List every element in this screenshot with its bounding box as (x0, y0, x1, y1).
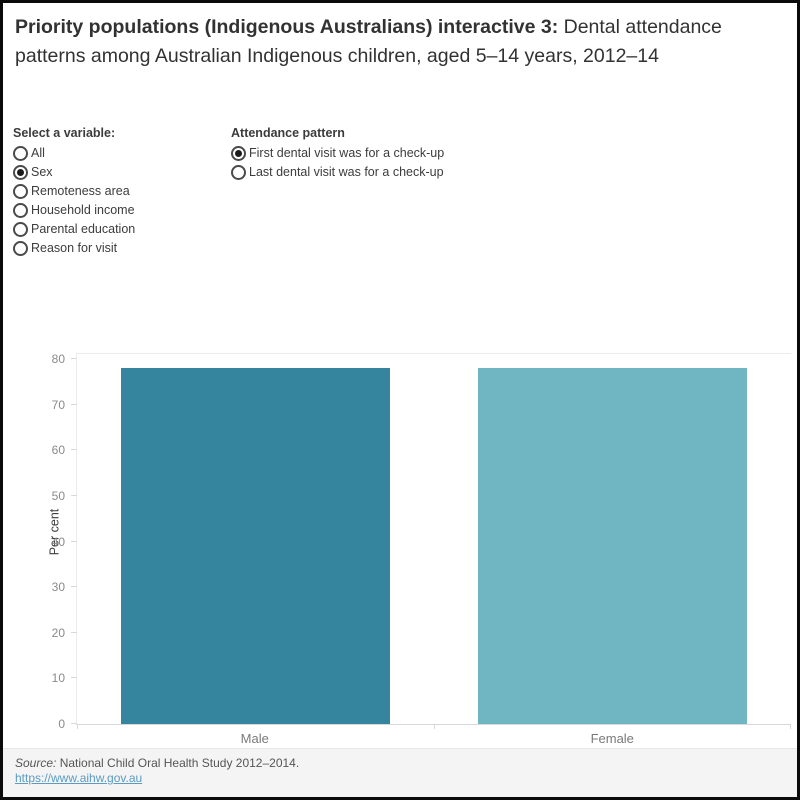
y-tick-mark (71, 723, 77, 724)
source-footer: Source: National Child Oral Health Study… (3, 748, 797, 797)
radio-option-parental-education[interactable]: Parental education (13, 220, 135, 239)
category-boundary-tick (790, 724, 791, 729)
category-boundary-tick (77, 724, 78, 729)
radio-unselected-icon[interactable] (13, 184, 28, 199)
y-tick-label-20: 20 (51, 625, 65, 640)
attendance-group-label: Attendance pattern (231, 126, 345, 140)
radio-unselected-icon[interactable] (13, 241, 28, 256)
source-line: Source: National Child Oral Health Study… (15, 756, 785, 771)
radio-option-last-dental-visit-was-for-a-check-up[interactable]: Last dental visit was for a check-up (231, 163, 444, 182)
y-tick-label-60: 60 (51, 443, 65, 458)
radio-option-label: Sex (31, 165, 53, 179)
plot-area: Per cent 0 10 20 30 40 50 60 70 80 (47, 353, 791, 730)
radio-option-label: Last dental visit was for a check-up (249, 165, 444, 179)
radio-dot (235, 150, 242, 157)
attendance-options: First dental visit was for a check-up Las… (231, 144, 444, 182)
page-title-bold: Priority populations (Indigenous Austral… (15, 16, 559, 38)
y-tick-mark (71, 403, 77, 405)
bar-female[interactable] (478, 368, 747, 724)
y-tick-mark (71, 631, 77, 633)
radio-option-label: Parental education (31, 222, 136, 236)
radio-option-label: Reason for visit (31, 241, 118, 255)
attendance-radio-group: Attendance pattern First dental visit wa… (231, 125, 444, 182)
y-tick-mark (71, 358, 77, 359)
x-label-female: Female (590, 731, 634, 746)
y-tick-label-50: 50 (51, 488, 65, 503)
radio-option-label: Household income (31, 203, 135, 217)
radio-option-label: All (31, 146, 45, 160)
radio-unselected-icon[interactable] (13, 203, 28, 218)
page-title: Priority populations (Indigenous Austral… (15, 13, 790, 71)
variable-radio-group: Select a variable: All Sex Remoteness area… (13, 125, 135, 258)
y-tick-label-70: 70 (51, 397, 65, 412)
y-tick-mark (71, 677, 77, 679)
radio-unselected-icon[interactable] (13, 222, 28, 237)
radio-unselected-icon[interactable] (13, 146, 28, 161)
radio-option-household-income[interactable]: Household income (13, 201, 135, 220)
y-tick-mark (71, 586, 77, 588)
y-tick-mark (71, 540, 77, 542)
y-tick-mark (71, 494, 77, 496)
radio-unselected-icon[interactable] (231, 165, 246, 180)
variable-group-label: Select a variable: (13, 126, 116, 140)
radio-selected-icon[interactable] (231, 146, 246, 161)
radio-option-reason-for-visit[interactable]: Reason for visit (13, 239, 135, 258)
radio-dot (17, 169, 24, 176)
radio-option-first-dental-visit-was-for-a-check-up[interactable]: First dental visit was for a check-up (231, 144, 444, 163)
radio-option-label: Remoteness area (31, 184, 130, 198)
y-tick-label-30: 30 (51, 580, 65, 595)
category-boundary-tick (434, 724, 435, 729)
source-text: National Child Oral Health Study 2012–20… (56, 756, 300, 770)
page-title-regular: Dental attendance patterns among Austral… (15, 16, 722, 67)
bar-male[interactable] (121, 368, 390, 724)
bar-chart: Per cent 0 10 20 30 40 50 60 70 80 Male Female (3, 348, 797, 748)
y-tick-label-0: 0 (58, 717, 65, 731)
radio-option-remoteness-area[interactable]: Remoteness area (13, 182, 135, 201)
x-axis-labels: Male Female (76, 729, 791, 749)
y-tick-mark (71, 449, 77, 451)
x-label-male: Male (240, 731, 269, 746)
radio-option-sex[interactable]: Sex (13, 163, 135, 182)
variable-options: All Sex Remoteness area Household income Par… (13, 144, 135, 258)
y-tick-label-10: 10 (51, 671, 65, 686)
source-label: Source: (15, 756, 57, 770)
radio-option-label: First dental visit was for a check-up (249, 146, 445, 160)
source-link[interactable]: https://www.aihw.gov.au (15, 771, 143, 785)
y-tick-label-40: 40 (51, 534, 65, 549)
radio-selected-icon[interactable] (13, 165, 28, 180)
radio-option-all[interactable]: All (13, 144, 135, 163)
y-tick-label-80: 80 (51, 352, 65, 366)
